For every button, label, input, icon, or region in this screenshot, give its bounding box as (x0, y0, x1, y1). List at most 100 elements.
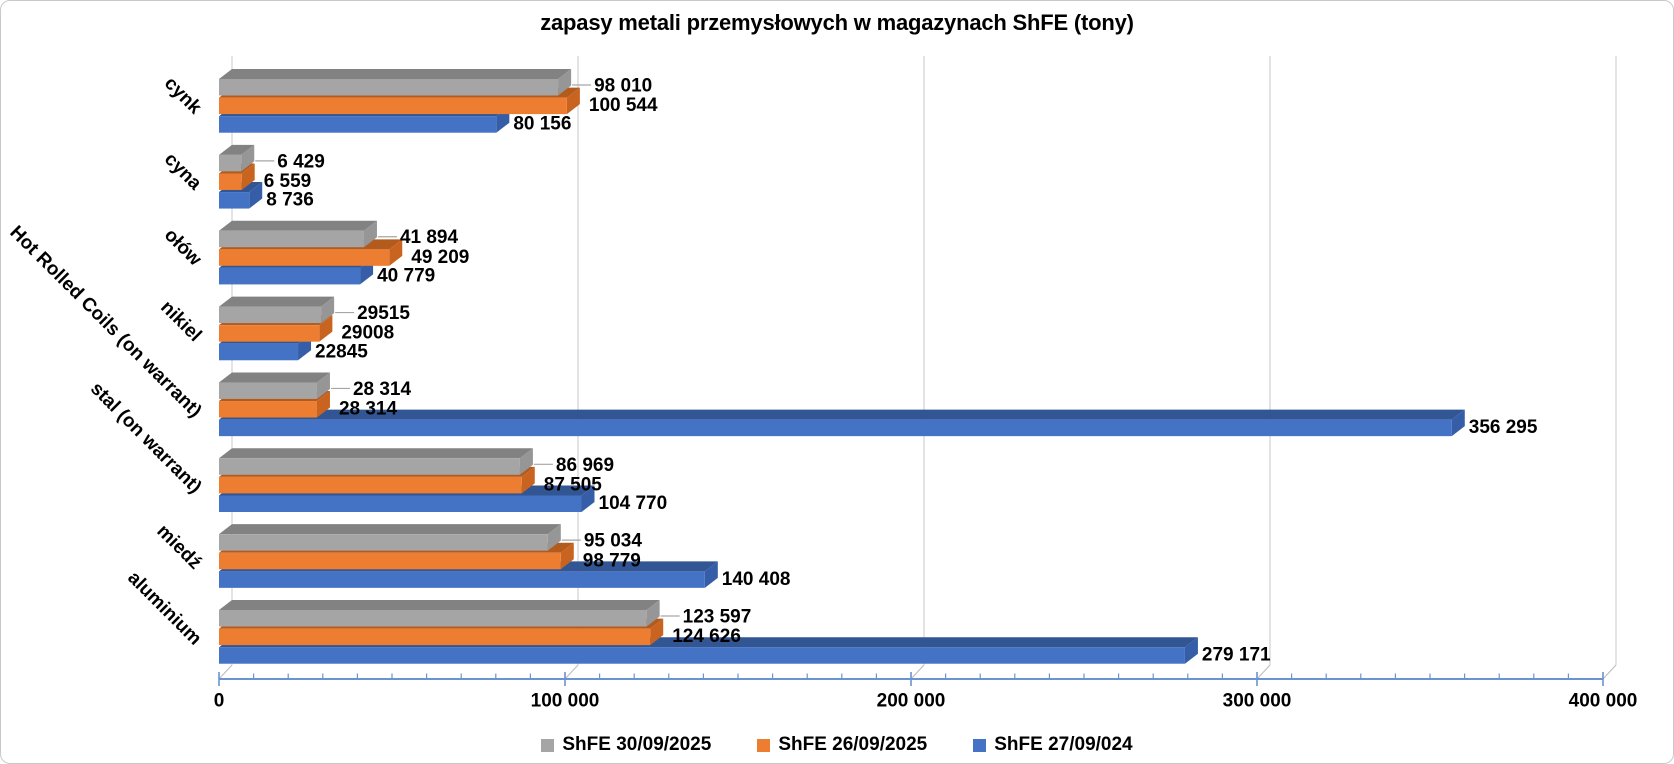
floor-connector (218, 664, 233, 680)
bar (219, 419, 1452, 437)
bar-top-face (219, 448, 533, 459)
x-tick-label: 400 000 (1569, 691, 1638, 712)
bar (219, 249, 390, 266)
data-label: 100 544 (589, 95, 658, 116)
bar-top-face (219, 220, 377, 231)
data-label: 28 314 (353, 379, 412, 400)
legend-item: ShFE 27/09/024 (973, 734, 1133, 756)
bar-top-face (219, 372, 330, 383)
bar (219, 267, 361, 285)
legend: ShFE 30/09/2025 ShFE 26/09/2025 ShFE 27/09… (1, 734, 1673, 756)
bar (219, 192, 250, 209)
bar (219, 495, 582, 512)
x-tick-label: 100 000 (531, 691, 600, 712)
data-label: 6 559 (264, 171, 312, 192)
bar (219, 173, 242, 190)
chart-title: zapasy metali przemysłowych w magazynach… (540, 10, 1134, 35)
bar-side-face (521, 466, 535, 494)
legend-label: ShFE 27/09/024 (994, 734, 1133, 755)
category-label: ołów (160, 225, 206, 271)
bar (219, 628, 651, 646)
data-label: 87 505 (544, 474, 603, 495)
bar-side-face (321, 296, 335, 324)
bar-side-face (389, 239, 403, 266)
bar (219, 79, 559, 96)
category-label: cynk (160, 73, 206, 119)
bar-side-face (363, 220, 377, 248)
bar (219, 343, 299, 361)
category-label: cyna (160, 149, 206, 195)
legend-swatch (973, 738, 987, 752)
bar (219, 325, 320, 342)
data-label: 8 736 (266, 190, 314, 211)
floor-connector (1256, 664, 1271, 680)
category-label: aluminium (123, 567, 205, 649)
bar-side-face (650, 618, 664, 646)
bar-top-face (219, 600, 660, 611)
bar-side-face (316, 391, 330, 418)
bar-side-face (319, 315, 333, 342)
bar (219, 116, 497, 133)
category-label: nikiel (156, 297, 205, 346)
bar (219, 306, 322, 324)
category-label: miedź (152, 521, 205, 574)
floor-connector (910, 664, 925, 680)
bar (219, 571, 705, 588)
data-label: 29515 (357, 303, 410, 324)
bar (219, 458, 520, 475)
bar-side-face (1451, 409, 1465, 437)
bar-side-face (704, 561, 718, 588)
legend-label: ShFE 26/09/2025 (778, 734, 928, 755)
bar-side-face (249, 182, 263, 209)
data-label: 28 314 (339, 399, 398, 420)
bar (219, 154, 242, 172)
data-label: 6 429 (277, 151, 325, 172)
data-label: 140 408 (722, 569, 791, 590)
bar-side-face (566, 87, 580, 115)
bar-side-face (1184, 637, 1198, 664)
bar-side-face (547, 524, 561, 551)
data-label: 104 770 (599, 493, 668, 514)
x-tick-label: 0 (214, 691, 225, 712)
bar (219, 610, 647, 627)
bar (219, 230, 364, 248)
bar-top-face (219, 69, 572, 79)
bar-side-face (558, 69, 572, 96)
data-label: 40 779 (377, 265, 435, 286)
bar-top-face (219, 296, 335, 307)
data-label: 29008 (341, 323, 394, 344)
data-label: 86 969 (556, 455, 614, 476)
floor-connector (564, 664, 579, 680)
legend-item: ShFE 26/09/2025 (757, 734, 927, 756)
bar-side-face (241, 144, 255, 172)
bar-side-face (560, 542, 574, 570)
data-label: 95 034 (584, 531, 643, 552)
bar (219, 647, 1185, 664)
bar-side-face (581, 485, 595, 512)
data-label: 49 209 (411, 247, 469, 268)
bar-top-face (219, 409, 1465, 420)
data-label: 98 010 (594, 76, 652, 97)
data-label: 124 626 (672, 626, 741, 647)
bar-top-face (219, 144, 255, 155)
x-tick-label: 300 000 (1223, 691, 1292, 712)
bar (219, 97, 567, 115)
data-label: 98 779 (583, 550, 641, 571)
bar (219, 476, 522, 494)
bar-side-face (316, 372, 330, 399)
x-tick-label: 200 000 (877, 691, 946, 712)
floor-connector (1602, 664, 1617, 680)
legend-swatch (757, 738, 771, 752)
legend-swatch (541, 738, 555, 752)
legend-item: ShFE 30/09/2025 (541, 734, 711, 756)
data-label: 279 171 (1202, 645, 1271, 666)
bar (219, 534, 548, 551)
data-label: 41 894 (400, 227, 459, 248)
bar (219, 382, 317, 399)
bar-top-face (219, 524, 561, 535)
data-label: 22845 (315, 341, 368, 362)
bar (219, 401, 317, 418)
bar-side-face (519, 448, 533, 475)
